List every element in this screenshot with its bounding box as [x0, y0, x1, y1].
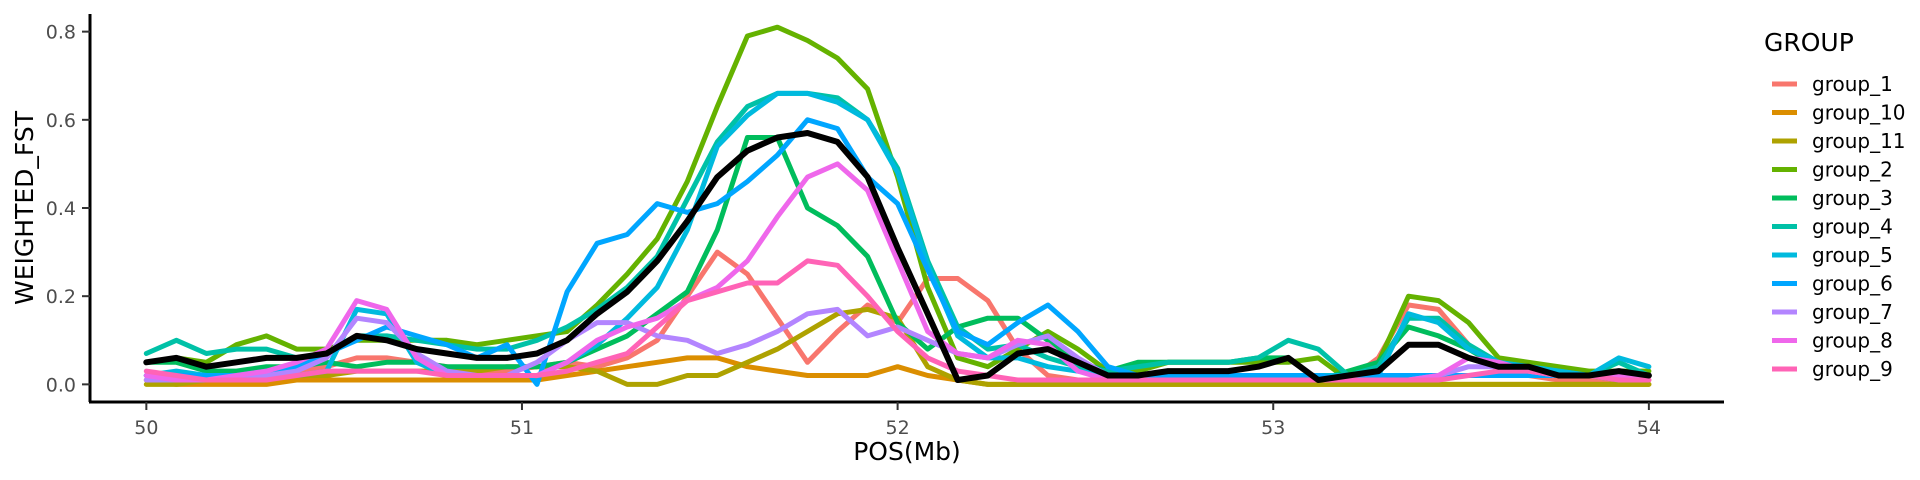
legend-label-group-6: group_6: [1812, 272, 1893, 296]
x-tick-label: 54: [1637, 417, 1661, 439]
y-tick-label: 0.6: [46, 110, 76, 132]
x-tick-label: 52: [886, 417, 910, 439]
y-axis-ticks: 0.0 0.2 0.4 0.6 0.8: [46, 22, 90, 396]
mean-line-layer: [143, 130, 1652, 383]
x-axis-ticks: 50 51 52 53 54: [134, 402, 1661, 439]
x-tick-label: 53: [1261, 417, 1285, 439]
mean-line: [143, 130, 1652, 383]
legend: GROUP group_1group_10group_11group_2grou…: [1764, 28, 1906, 381]
legend-label-group-11: group_11: [1812, 129, 1906, 153]
legend-label-group-1: group_1: [1812, 72, 1893, 96]
legend-label-group-10: group_10: [1812, 101, 1906, 125]
y-tick-label: 0.8: [46, 22, 76, 44]
legend-label-group-2: group_2: [1812, 158, 1893, 182]
x-tick-label: 50: [134, 417, 158, 439]
legend-label-group-3: group_3: [1812, 186, 1893, 210]
x-axis-title: POS(Mb): [853, 437, 961, 466]
y-tick-label: 0.4: [46, 198, 76, 220]
plot-panel: [143, 24, 1652, 387]
legend-label-group-7: group_7: [1812, 300, 1893, 324]
y-tick-label: 0.0: [46, 374, 76, 396]
legend-title: GROUP: [1764, 28, 1854, 57]
x-tick-label: 51: [510, 417, 534, 439]
y-tick-label: 0.2: [46, 286, 76, 308]
series-lines: [143, 24, 1652, 387]
axes: 50 51 52 53 54 0.0 0.2 0.4 0.6 0.8: [46, 14, 1724, 439]
legend-label-group-9: group_9: [1812, 357, 1893, 381]
legend-label-group-8: group_8: [1812, 329, 1893, 353]
legend-label-group-5: group_5: [1812, 243, 1893, 267]
y-axis-title: WEIGHTED_FST: [10, 110, 39, 305]
legend-label-group-4: group_4: [1812, 215, 1893, 239]
legend-items: group_1 group_10 group_11 group_2 group_3gro…: [1772, 72, 1906, 381]
series-line-group-9: [143, 258, 1652, 383]
